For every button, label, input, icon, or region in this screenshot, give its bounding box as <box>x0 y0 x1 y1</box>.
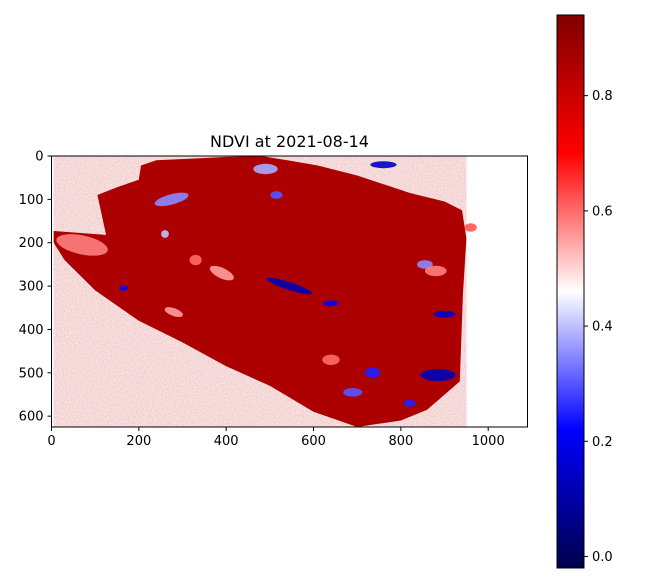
mid-ndvi-patch <box>189 254 202 266</box>
mid-ndvi-patch <box>322 354 340 365</box>
colorbar-tick-label: 0.0 <box>592 550 613 565</box>
y-tick-label: 600 <box>19 410 44 425</box>
low-ndvi-patch <box>253 163 278 175</box>
low-ndvi-patch <box>270 191 283 199</box>
mid-ndvi-patch <box>56 234 108 256</box>
colorbar: 0.0 0.2 0.4 0.6 0.8 <box>556 14 613 569</box>
x-tick-label: 800 <box>388 434 413 449</box>
y-tick-label: 300 <box>19 280 44 295</box>
plot-area <box>53 156 477 427</box>
y-tick-label: 200 <box>19 236 44 251</box>
x-tick-label: 400 <box>214 434 239 449</box>
low-ndvi-patch <box>403 399 416 407</box>
x-axis: 0 200 400 600 800 1000 <box>47 427 505 449</box>
y-axis: 0 100 200 300 400 500 600 <box>19 150 52 425</box>
chart-title: NDVI at 2021-08-14 <box>210 132 369 151</box>
mid-ndvi-patch <box>209 265 234 281</box>
low-ndvi-patch <box>343 388 363 397</box>
y-tick-label: 400 <box>19 323 44 338</box>
low-ndvi-patch <box>433 310 456 318</box>
low-ndvi-patch <box>119 285 128 291</box>
colorbar-gradient <box>556 14 585 569</box>
ndvi-field <box>53 156 477 427</box>
y-tick-label: 100 <box>19 193 44 208</box>
low-ndvi-patch <box>266 277 313 295</box>
colorbar-tick-label: 0.4 <box>592 320 613 335</box>
mid-ndvi-patch <box>164 307 183 318</box>
x-tick-label: 200 <box>126 434 151 449</box>
low-ndvi-patch <box>417 260 433 269</box>
low-ndvi-patch <box>364 367 381 378</box>
low-ndvi-patch <box>323 300 339 307</box>
mid-ndvi-patch <box>424 265 447 277</box>
low-ndvi-patch <box>161 230 169 238</box>
colorbar-tick-label: 0.2 <box>592 435 613 450</box>
low-ndvi-patch <box>370 161 397 169</box>
x-tick-label: 1000 <box>472 434 505 449</box>
x-tick-label: 600 <box>301 434 326 449</box>
y-tick-label: 0 <box>35 150 43 165</box>
x-tick-label: 0 <box>47 434 55 449</box>
colorbar-tick-label: 0.6 <box>592 204 613 219</box>
y-tick-label: 500 <box>19 366 44 381</box>
low-ndvi-patch <box>420 368 456 382</box>
low-ndvi-patch <box>154 192 189 207</box>
colorbar-ticks: 0.0 0.2 0.4 0.6 0.8 <box>584 89 613 565</box>
colorbar-tick-label: 0.8 <box>592 89 613 104</box>
plot-frame <box>51 155 528 428</box>
field-texture <box>53 156 467 427</box>
mid-ndvi-patch <box>464 223 477 232</box>
